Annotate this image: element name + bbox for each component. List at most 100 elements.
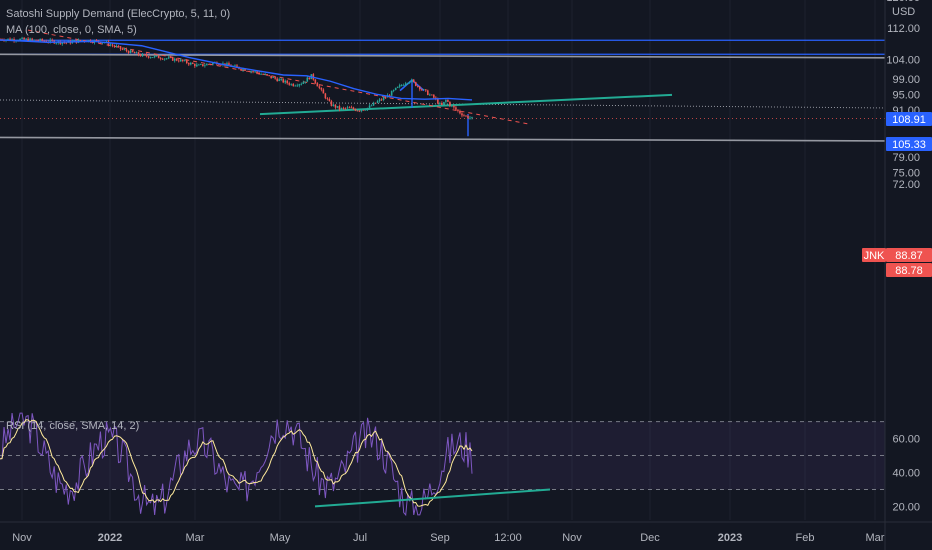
candle <box>330 99 333 107</box>
candle-body <box>25 38 27 40</box>
candle <box>190 61 192 66</box>
candle-body <box>135 52 138 54</box>
candle-body <box>356 110 359 112</box>
candle <box>39 38 41 42</box>
candle <box>200 63 202 66</box>
candle <box>125 47 128 53</box>
candle-body <box>173 58 176 61</box>
candle-body <box>282 79 284 83</box>
candle <box>268 74 270 77</box>
candle-body <box>338 106 341 110</box>
candle <box>340 107 343 111</box>
dotted-level <box>0 99 886 109</box>
candle-body <box>352 107 355 110</box>
candle-body <box>443 101 445 105</box>
candle <box>296 83 299 87</box>
candle-body <box>51 39 54 41</box>
candle-body <box>445 99 447 102</box>
candle-body <box>402 84 405 86</box>
candle-body <box>268 75 270 76</box>
candle <box>350 105 353 109</box>
candle-body <box>127 51 130 54</box>
candle-body <box>422 89 425 91</box>
candle <box>169 55 172 59</box>
candle-body <box>314 79 317 84</box>
candle-body <box>194 63 196 67</box>
candle <box>429 93 431 96</box>
price-badge: 108.91 <box>886 112 932 126</box>
candle-body <box>177 60 180 62</box>
price-tick-label: 79.00 <box>892 152 920 164</box>
candle <box>318 84 321 90</box>
candle-body <box>65 42 68 44</box>
candle-body <box>316 83 319 87</box>
indicator-title[interactable]: Satoshi Supply Demand (ElecCrypto, 5, 11… <box>6 8 231 20</box>
support-trend-line <box>259 93 673 116</box>
candle <box>246 70 248 72</box>
candle <box>398 83 401 89</box>
candle <box>159 56 162 61</box>
candle <box>406 82 409 85</box>
candle <box>465 115 467 117</box>
candle <box>143 53 146 56</box>
candle-body <box>262 74 264 75</box>
candle-body <box>396 86 399 88</box>
candle-body <box>412 79 415 82</box>
candle-body <box>125 49 128 52</box>
candle <box>262 73 264 76</box>
time-tick-label: 2022 <box>98 532 122 544</box>
candle-body <box>27 38 29 42</box>
candle <box>364 108 367 111</box>
candle-body <box>117 46 120 47</box>
candle <box>463 113 465 117</box>
candle <box>382 95 385 102</box>
time-tick-label: Mar <box>186 532 205 544</box>
candle-body <box>322 89 325 94</box>
candle-body <box>143 54 146 55</box>
candle <box>412 78 415 83</box>
candle <box>65 42 68 45</box>
candle <box>394 87 397 91</box>
candle-body <box>346 107 349 109</box>
candle-body <box>129 50 132 54</box>
candle-body <box>248 71 250 72</box>
candle <box>451 104 453 108</box>
candle-body <box>471 116 473 118</box>
symbol-tag: JNK <box>862 248 886 262</box>
gray-trend-line-1 <box>0 136 886 142</box>
candle <box>376 99 379 104</box>
candle <box>294 84 297 87</box>
candle-body <box>298 84 301 86</box>
candle <box>141 53 144 57</box>
candle <box>208 63 210 66</box>
candle-body <box>342 107 345 109</box>
candle <box>115 44 118 48</box>
rsi-legend[interactable]: RSI (14, close, SMA, 14, 2) <box>6 420 140 432</box>
candle-body <box>447 99 449 102</box>
candle <box>342 106 345 110</box>
candle <box>352 106 355 110</box>
candle <box>374 102 377 104</box>
candle-body <box>465 115 467 117</box>
time-tick-label: Nov <box>562 532 582 544</box>
time-tick-label: Nov <box>12 532 32 544</box>
price-tick-label: 120.00 <box>886 0 920 4</box>
candle <box>348 106 351 109</box>
candle-body <box>328 98 331 102</box>
candle <box>270 75 272 79</box>
candle-body <box>453 105 455 108</box>
candle-body <box>252 71 254 73</box>
candle <box>179 58 182 62</box>
candle-body <box>330 101 333 106</box>
currency-label[interactable]: USD <box>892 6 916 18</box>
ma-legend[interactable]: MA (100, close, 0, SMA, 5) <box>6 24 137 36</box>
candle-body <box>326 98 329 100</box>
time-tick-label: Dec <box>640 532 660 544</box>
candle <box>346 105 349 110</box>
candle <box>372 101 375 106</box>
candle-body <box>131 50 134 53</box>
rsi-tick-label: 20.00 <box>892 501 920 513</box>
candle-body <box>274 77 276 79</box>
candle-body <box>467 115 469 119</box>
